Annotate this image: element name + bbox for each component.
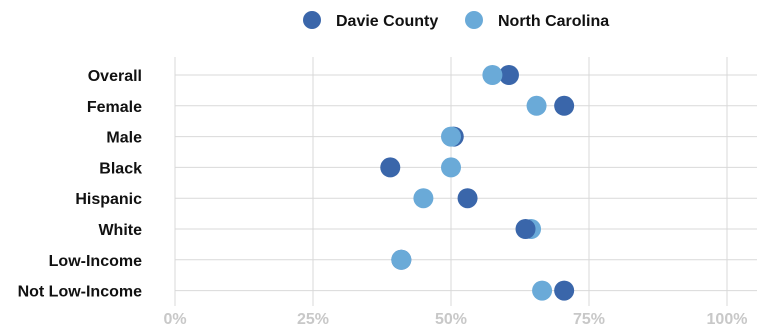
north-carolina-point xyxy=(441,127,461,147)
category-label: Female xyxy=(87,99,142,116)
north-carolina-point xyxy=(527,96,547,116)
x-tick-label: 75% xyxy=(573,311,605,326)
north-carolina-point xyxy=(441,157,461,177)
category-label: Not Low-Income xyxy=(18,284,143,301)
x-tick-label: 50% xyxy=(435,311,467,326)
davie-county-point xyxy=(554,96,574,116)
davie-county-point xyxy=(516,219,536,239)
category-label: Hispanic xyxy=(75,191,142,208)
x-tick-label: 25% xyxy=(297,311,329,326)
category-label: Low-Income xyxy=(49,253,142,270)
legend-swatch xyxy=(303,11,321,29)
davie-county-point xyxy=(554,281,574,301)
legend-swatch xyxy=(465,11,483,29)
davie-county-point xyxy=(380,157,400,177)
category-label: Overall xyxy=(88,68,142,85)
north-carolina-point xyxy=(482,65,502,85)
x-tick-label: 0% xyxy=(163,311,186,326)
category-label: Black xyxy=(99,160,142,177)
north-carolina-point xyxy=(413,188,433,208)
davie-county-point xyxy=(458,188,478,208)
category-label: White xyxy=(98,222,142,239)
legend-label: Davie County xyxy=(336,13,438,30)
legend-label: North Carolina xyxy=(498,13,609,30)
x-tick-label: 100% xyxy=(707,311,748,326)
category-label: Male xyxy=(106,130,142,147)
north-carolina-point xyxy=(532,281,552,301)
north-carolina-point xyxy=(391,250,411,270)
